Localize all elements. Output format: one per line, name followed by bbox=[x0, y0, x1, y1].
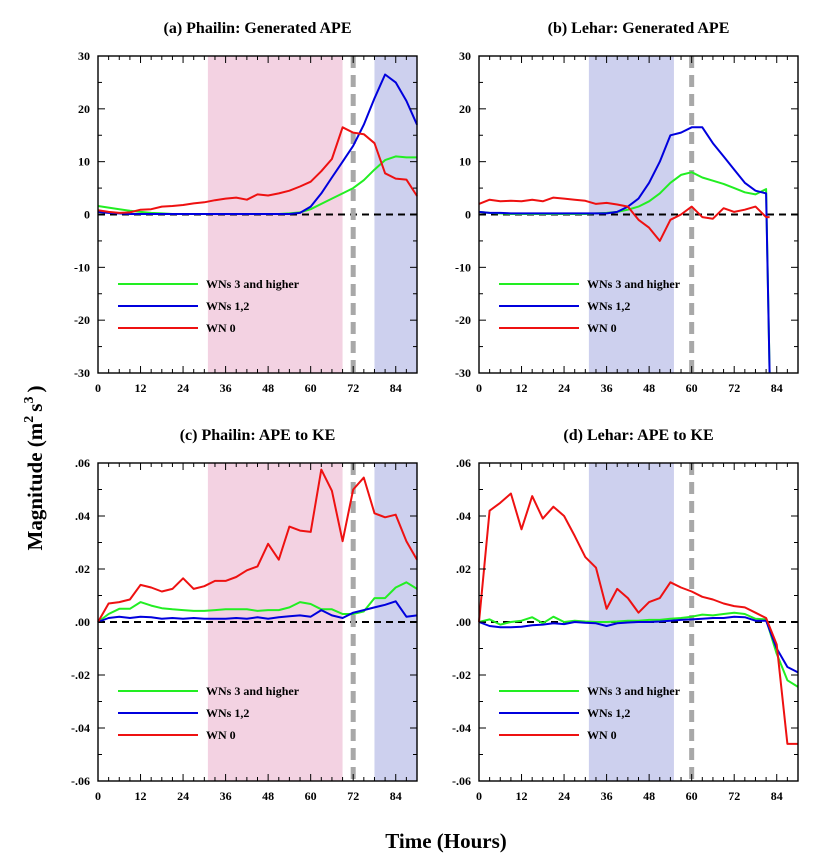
x-tick-label: 48 bbox=[643, 381, 655, 395]
y-tick-label: .02 bbox=[75, 562, 90, 576]
x-tick-label: 72 bbox=[347, 789, 359, 803]
y-tick-label: 10 bbox=[459, 155, 471, 169]
x-tick-label: 84 bbox=[390, 789, 402, 803]
y-tick-label: .00 bbox=[75, 615, 90, 629]
series-line-wn3 bbox=[97, 581, 418, 623]
legend-label-wn0: WN 0 bbox=[587, 728, 617, 742]
x-tick-label: 48 bbox=[262, 381, 274, 395]
legend-label-wn12: WNs 1,2 bbox=[206, 299, 249, 313]
series-line-wn0 bbox=[478, 196, 770, 242]
legend-label-wn12: WNs 1,2 bbox=[206, 706, 249, 720]
y-tick-label: .04 bbox=[456, 509, 471, 523]
x-tick-label: 12 bbox=[135, 381, 147, 395]
y-tick-label: -.02 bbox=[452, 668, 471, 682]
panel-title: (c) Phailin: APE to KE bbox=[180, 427, 336, 444]
x-tick-label: 60 bbox=[686, 381, 698, 395]
series-line-wn12 bbox=[97, 73, 418, 215]
x-tick-label: 0 bbox=[95, 789, 101, 803]
x-tick-label: 72 bbox=[347, 381, 359, 395]
y-tick-label: 30 bbox=[78, 49, 90, 63]
x-tick-label: 60 bbox=[305, 381, 317, 395]
x-tick-label: 48 bbox=[262, 789, 274, 803]
y-tick-label: .00 bbox=[456, 615, 471, 629]
y-tick-label: -.04 bbox=[452, 721, 471, 735]
series-line-wn0 bbox=[97, 468, 418, 623]
panel-title: (b) Lehar: Generated APE bbox=[548, 20, 730, 37]
y-tick-label: -20 bbox=[74, 313, 90, 327]
chart-panel: 0 12 24 36 48 60 72 84 -30 -20 -10 0 10 20 30 (a) Phail… bbox=[74, 20, 418, 395]
y-tick-label: 30 bbox=[459, 49, 471, 63]
x-tick-label: 72 bbox=[728, 789, 740, 803]
y-tick-label: 10 bbox=[78, 155, 90, 169]
x-tick-label: 36 bbox=[601, 789, 613, 803]
legend-label-wn3: WNs 3 and higher bbox=[587, 277, 681, 291]
x-tick-label: 0 bbox=[476, 789, 482, 803]
y-tick-label: -10 bbox=[74, 260, 90, 274]
y-tick-label: -.04 bbox=[71, 721, 90, 735]
series-line-wn12 bbox=[97, 600, 418, 623]
series-line-wn12 bbox=[478, 615, 799, 674]
x-tick-label: 36 bbox=[220, 789, 232, 803]
y-tick-label: .02 bbox=[456, 562, 471, 576]
y-tick-label: -20 bbox=[455, 313, 471, 327]
panel-title: (d) Lehar: APE to KE bbox=[563, 427, 713, 444]
y-tick-label: -30 bbox=[74, 366, 90, 380]
x-tick-label: 60 bbox=[686, 789, 698, 803]
x-tick-label: 12 bbox=[135, 789, 147, 803]
legend-label-wn3: WNs 3 and higher bbox=[206, 684, 300, 698]
series-line-wn0 bbox=[478, 492, 798, 745]
x-tick-label: 24 bbox=[177, 381, 189, 395]
chart-panel: 0 12 24 36 48 60 72 84 -.06 -.04 -.02 .00 .02 .04 .06 (… bbox=[71, 427, 418, 803]
x-tick-label: 24 bbox=[558, 789, 570, 803]
legend-label-wn3: WNs 3 and higher bbox=[587, 684, 681, 698]
legend-label-wn0: WN 0 bbox=[587, 321, 617, 335]
x-tick-label: 12 bbox=[516, 381, 528, 395]
x-tick-label: 72 bbox=[728, 381, 740, 395]
x-tick-label: 0 bbox=[95, 381, 101, 395]
series-line-wn3 bbox=[478, 611, 799, 688]
y-tick-label: .06 bbox=[75, 456, 90, 470]
x-axis-label: Time (Hours) bbox=[385, 829, 507, 853]
x-tick-label: 12 bbox=[516, 789, 528, 803]
x-tick-label: 36 bbox=[220, 381, 232, 395]
legend-label-wn12: WNs 1,2 bbox=[587, 299, 630, 313]
series-line-wn0 bbox=[97, 126, 418, 214]
y-tick-label: 0 bbox=[465, 208, 471, 222]
x-tick-label: 24 bbox=[558, 381, 570, 395]
x-tick-label: 0 bbox=[476, 381, 482, 395]
y-tick-label: -10 bbox=[455, 260, 471, 274]
y-tick-label: -30 bbox=[455, 366, 471, 380]
x-tick-label: 24 bbox=[177, 789, 189, 803]
x-tick-label: 36 bbox=[601, 381, 613, 395]
legend-label-wn0: WN 0 bbox=[206, 321, 236, 335]
chart-panel: 0 12 24 36 48 60 72 84 -30 -20 -10 0 10 20 30 (b) Lehar… bbox=[455, 20, 799, 395]
y-tick-label: .04 bbox=[75, 509, 90, 523]
y-tick-label: 0 bbox=[84, 208, 90, 222]
chart-panel: 0 12 24 36 48 60 72 84 -.06 -.04 -.02 .00 .02 .04 .06 (… bbox=[452, 427, 799, 803]
legend-label-wn0: WN 0 bbox=[206, 728, 236, 742]
y-tick-label: -.06 bbox=[452, 774, 471, 788]
y-tick-label: -.06 bbox=[71, 774, 90, 788]
x-tick-label: 84 bbox=[390, 381, 402, 395]
x-tick-label: 60 bbox=[305, 789, 317, 803]
y-tick-label: 20 bbox=[78, 102, 90, 116]
y-tick-label: 20 bbox=[459, 102, 471, 116]
panel-title: (a) Phailin: Generated APE bbox=[164, 20, 352, 37]
legend-label-wn12: WNs 1,2 bbox=[587, 706, 630, 720]
x-tick-label: 84 bbox=[771, 789, 783, 803]
x-tick-label: 48 bbox=[643, 789, 655, 803]
x-tick-label: 84 bbox=[771, 381, 783, 395]
y-tick-label: -.02 bbox=[71, 668, 90, 682]
y-tick-label: .06 bbox=[456, 456, 471, 470]
y-axis-label: Magnitude (m2s3) bbox=[22, 386, 47, 551]
legend-label-wn3: WNs 3 and higher bbox=[206, 277, 300, 291]
